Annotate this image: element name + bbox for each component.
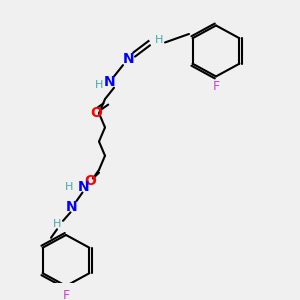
Text: H: H [53,219,61,229]
Text: F: F [62,289,70,300]
Text: H: H [95,80,103,90]
Text: O: O [90,106,102,120]
Text: H: H [155,34,163,45]
Text: N: N [123,52,135,67]
Text: O: O [84,174,96,188]
Text: N: N [104,75,115,89]
Text: F: F [212,80,220,93]
Text: N: N [66,200,78,214]
Text: H: H [65,182,73,192]
Text: N: N [78,180,90,194]
